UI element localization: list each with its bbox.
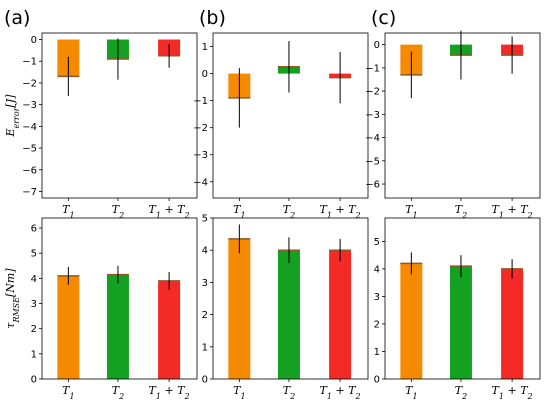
- plot-frame: [384, 217, 541, 380]
- x-tick-label: T1: [62, 384, 74, 401]
- chart-top-b: 1 0 −1 −2 −3 −4 T1 T2 T1 + T2: [193, 32, 369, 220]
- x-tick-label: T1: [233, 384, 245, 401]
- y-tick-label: −1: [365, 63, 380, 74]
- x-tick-label: T2: [112, 203, 124, 220]
- y-tick-label: 0: [31, 375, 37, 386]
- y-tick-label: −3: [193, 150, 208, 161]
- chart-bottom-a: 0 1 2 3 4 5 6 T1 T2 T1 + T2 τRMSE[Nm]: [4, 217, 198, 401]
- x-tick-label: T2: [455, 203, 467, 220]
- y-tick-label: −3: [22, 100, 37, 111]
- bar-T2: [277, 250, 300, 379]
- x-tick-label: T2: [283, 203, 295, 220]
- panel-label-c: (c): [371, 7, 396, 29]
- y-tick-label: 4: [202, 246, 208, 257]
- y-tick-label: −3: [365, 110, 380, 121]
- chart-top-c: 0 −1 −2 −3 −4 −5 −6 T1 T2 T1 + T2: [365, 30, 541, 220]
- y-tick-label: 1: [202, 342, 208, 353]
- plot-frame: [41, 32, 198, 199]
- y-tick-label: 0: [31, 35, 37, 46]
- chart-bottom-c: 0 1 2 3 4 5 T1 T2 T1 + T2: [374, 217, 541, 401]
- y-tick-label: 1: [374, 347, 380, 358]
- y-tick-label: −4: [22, 122, 37, 133]
- x-tick-label: T1 + T2: [492, 203, 533, 220]
- x-tick-label: T1 + T2: [492, 384, 533, 401]
- y-tick-label: −5: [365, 156, 380, 167]
- y-axis-label: τRMSE[Nm]: [4, 268, 21, 329]
- plot-frame: [212, 217, 369, 380]
- bar-T2: [106, 274, 129, 379]
- plot-frame: [384, 32, 541, 199]
- bar-T1: [400, 263, 423, 379]
- y-tick-label: 6: [31, 224, 37, 235]
- plots-group: 0 −1 −2 −3 −4 −5 −6 −7 T1 T2 T1 + T2 Eerror[J] 1 0 −1 −…: [4, 30, 541, 401]
- x-tick-label: T1 + T2: [320, 384, 361, 401]
- y-tick-label: 5: [202, 214, 208, 225]
- y-tick-label: −7: [22, 187, 37, 198]
- y-axis-label: Eerror[J]: [4, 94, 21, 138]
- y-tick-label: 4: [31, 274, 37, 285]
- bar-T1T2: [158, 280, 181, 379]
- x-tick-label: T1 + T2: [149, 384, 190, 401]
- y-tick-label: −5: [22, 144, 37, 155]
- bar-T1: [57, 275, 80, 379]
- bar-T1T2: [329, 250, 352, 379]
- y-tick-label: 5: [31, 249, 37, 260]
- x-tick-label: T1: [62, 203, 74, 220]
- y-tick-label: −2: [22, 78, 37, 89]
- y-tick-label: −2: [365, 87, 380, 98]
- y-tick-label: 0: [374, 40, 380, 51]
- y-tick-label: 2: [374, 319, 380, 330]
- x-tick-label: T1 + T2: [149, 203, 190, 220]
- y-tick-label: 0: [374, 375, 380, 386]
- x-tick-label: T2: [283, 384, 295, 401]
- panel-label-a: (a): [4, 7, 30, 29]
- y-tick-label: 1: [31, 349, 37, 360]
- y-tick-label: −4: [193, 177, 208, 188]
- y-tick-label: 3: [202, 278, 208, 289]
- bar-T1T2: [501, 268, 524, 379]
- x-tick-label: T2: [112, 384, 124, 401]
- bar-T2: [449, 266, 472, 379]
- bar-T1: [228, 238, 251, 379]
- y-tick-label: 4: [374, 264, 380, 275]
- x-tick-label: T1: [405, 203, 417, 220]
- x-tick-label: T1: [233, 203, 245, 220]
- panel-label-b: (b): [199, 7, 226, 29]
- x-tick-label: T1: [405, 384, 417, 401]
- x-tick-label: T1 + T2: [320, 203, 361, 220]
- plot-frame: [212, 32, 369, 199]
- y-tick-label: 2: [31, 324, 37, 335]
- y-tick-label: −6: [22, 165, 37, 176]
- y-tick-label: 3: [374, 292, 380, 303]
- y-tick-label: 5: [374, 237, 380, 248]
- plot-frame: [41, 217, 198, 380]
- y-tick-label: −6: [365, 180, 380, 191]
- y-tick-label: −1: [22, 57, 37, 68]
- y-tick-label: −2: [193, 123, 208, 134]
- x-tick-label: T2: [455, 384, 467, 401]
- chart-bottom-b: 0 1 2 3 4 5 T1 T2 T1 + T2: [202, 214, 369, 401]
- y-tick-label: 0: [202, 375, 208, 386]
- chart-top-a: 0 −1 −2 −3 −4 −5 −6 −7 T1 T2 T1 + T2 Eerror[J]: [4, 32, 198, 220]
- y-tick-label: 1: [202, 42, 208, 53]
- y-tick-label: −1: [193, 96, 208, 107]
- y-tick-label: 2: [202, 310, 208, 321]
- y-tick-label: 3: [31, 299, 37, 310]
- y-tick-label: −4: [365, 133, 380, 144]
- y-tick-label: 0: [202, 69, 208, 80]
